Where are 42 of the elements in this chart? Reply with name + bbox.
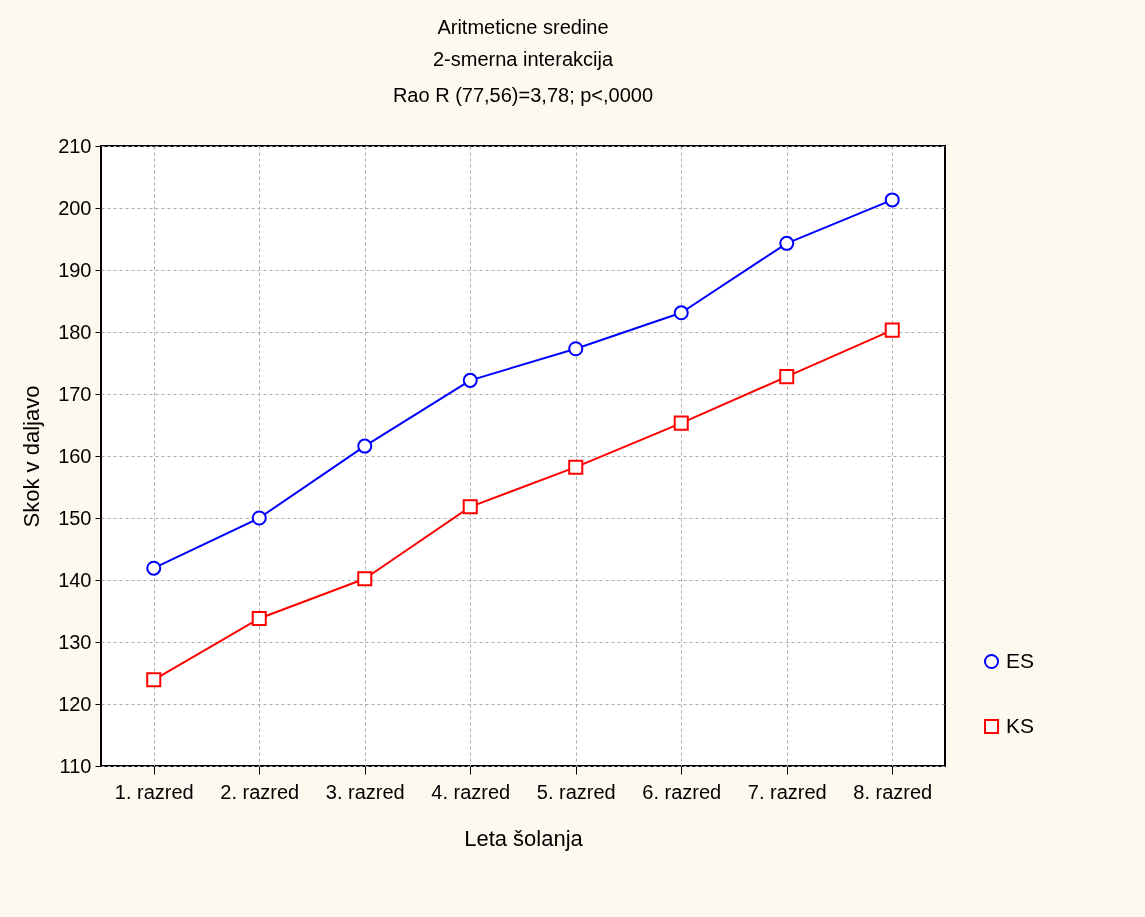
point — [251, 610, 267, 626]
point — [357, 438, 373, 454]
point — [146, 672, 162, 688]
y-tick-label: 200 — [58, 196, 92, 219]
x-tick-label: 1. razred — [114, 780, 194, 803]
point — [779, 369, 795, 385]
legend-label: ES — [1006, 648, 1035, 672]
y-tick-label: 120 — [58, 692, 92, 715]
point — [673, 305, 689, 321]
x-tick-label: 5. razred — [536, 780, 616, 803]
y-tick-label: 190 — [58, 258, 92, 281]
point — [357, 571, 373, 587]
point — [462, 499, 478, 515]
chart-title: Aritmeticne sredine — [437, 16, 609, 38]
chart-subtitle: 2-smerna interakcija — [432, 48, 614, 70]
point — [251, 510, 267, 526]
y-tick-label: 130 — [58, 630, 92, 653]
point — [146, 560, 162, 576]
x-tick-label: 8. razred — [853, 780, 933, 803]
legend-label: KS — [1006, 713, 1035, 737]
y-tick-label: 110 — [59, 754, 92, 777]
y-tick-label: 150 — [58, 506, 92, 529]
x-tick-label: 3. razred — [325, 780, 405, 803]
y-tick-label: 210 — [58, 134, 92, 157]
x-tick-label: 4. razred — [431, 780, 511, 803]
x-axis-title: Leta šolanja — [464, 825, 584, 851]
text: Rao R (77,56)=3,78; p<,0000 — [392, 84, 654, 106]
y-tick-label: 140 — [58, 568, 92, 591]
point — [884, 192, 900, 208]
y-tick-label: 170 — [58, 382, 92, 405]
x-tick-label: 2. razred — [220, 780, 300, 803]
x-tick-label: 7. razred — [747, 780, 827, 803]
y-tick-label: 160 — [58, 444, 92, 467]
point — [568, 341, 584, 357]
y-axis-title: Skok v daljavo — [19, 385, 45, 528]
point — [462, 372, 478, 388]
y-tick-label: 180 — [58, 320, 92, 343]
point — [779, 235, 795, 251]
point — [568, 459, 584, 475]
x-tick-label: 6. razred — [642, 780, 722, 803]
point — [673, 415, 689, 431]
point — [884, 322, 900, 338]
